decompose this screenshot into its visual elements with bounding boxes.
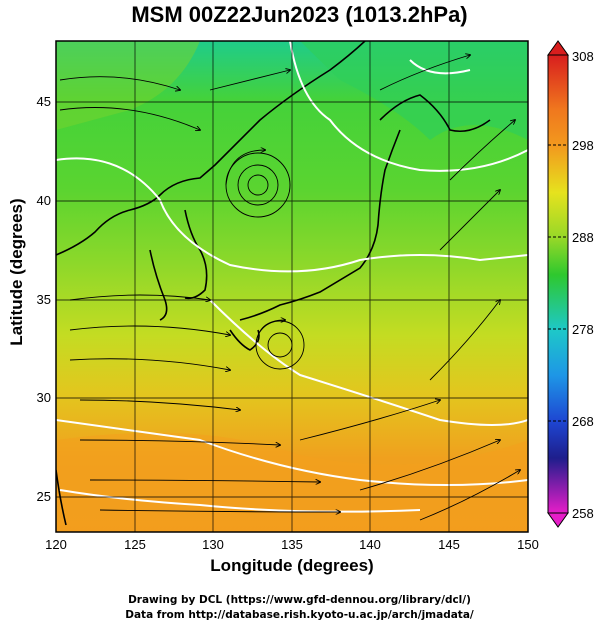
y-tick-25: 25 <box>37 489 51 504</box>
x-tick-130: 130 <box>202 537 224 552</box>
colorbar-label-258: 258 <box>572 506 594 521</box>
x-tick-135: 135 <box>281 537 303 552</box>
grid-lines <box>56 41 528 532</box>
y-tick-30: 30 <box>37 390 51 405</box>
x-tick-145: 145 <box>438 537 460 552</box>
map-title: MSM 00Z22Jun2023 (1013.2hPa) <box>131 2 468 27</box>
colorbar-label-288: 288 <box>572 230 594 245</box>
colorbar-label-278: 278 <box>572 322 594 337</box>
y-axis-ticks: 45 40 35 30 25 <box>37 94 51 504</box>
credit-dcl: Drawing by DCL (https://www.gfd-dennou.o… <box>128 594 471 606</box>
colorbar-label-298: 298 <box>572 138 594 153</box>
x-tick-120: 120 <box>45 537 67 552</box>
y-tick-35: 35 <box>37 292 51 307</box>
colorbar-gradient <box>547 54 569 514</box>
wind-streamlines <box>59 55 520 521</box>
plot-frame <box>55 40 529 533</box>
x-tick-125: 125 <box>124 537 146 552</box>
colorbar-label-308: 308 <box>572 49 594 64</box>
colorbar-label-268: 268 <box>572 414 594 429</box>
colorbar-top-arrow <box>547 40 569 56</box>
colorbar: 308 298 288 278 268 258 <box>547 40 594 528</box>
x-tick-140: 140 <box>359 537 381 552</box>
x-axis-label: Longitude (degrees) <box>210 556 374 575</box>
y-tick-40: 40 <box>37 193 51 208</box>
x-tick-150: 150 <box>517 537 539 552</box>
x-axis-ticks: 120 125 130 135 140 145 150 <box>45 537 539 552</box>
credit-data-source: Data from http://database.rish.kyoto-u.a… <box>125 609 474 621</box>
colorbar-bottom-arrow <box>547 512 569 528</box>
y-tick-45: 45 <box>37 94 51 109</box>
